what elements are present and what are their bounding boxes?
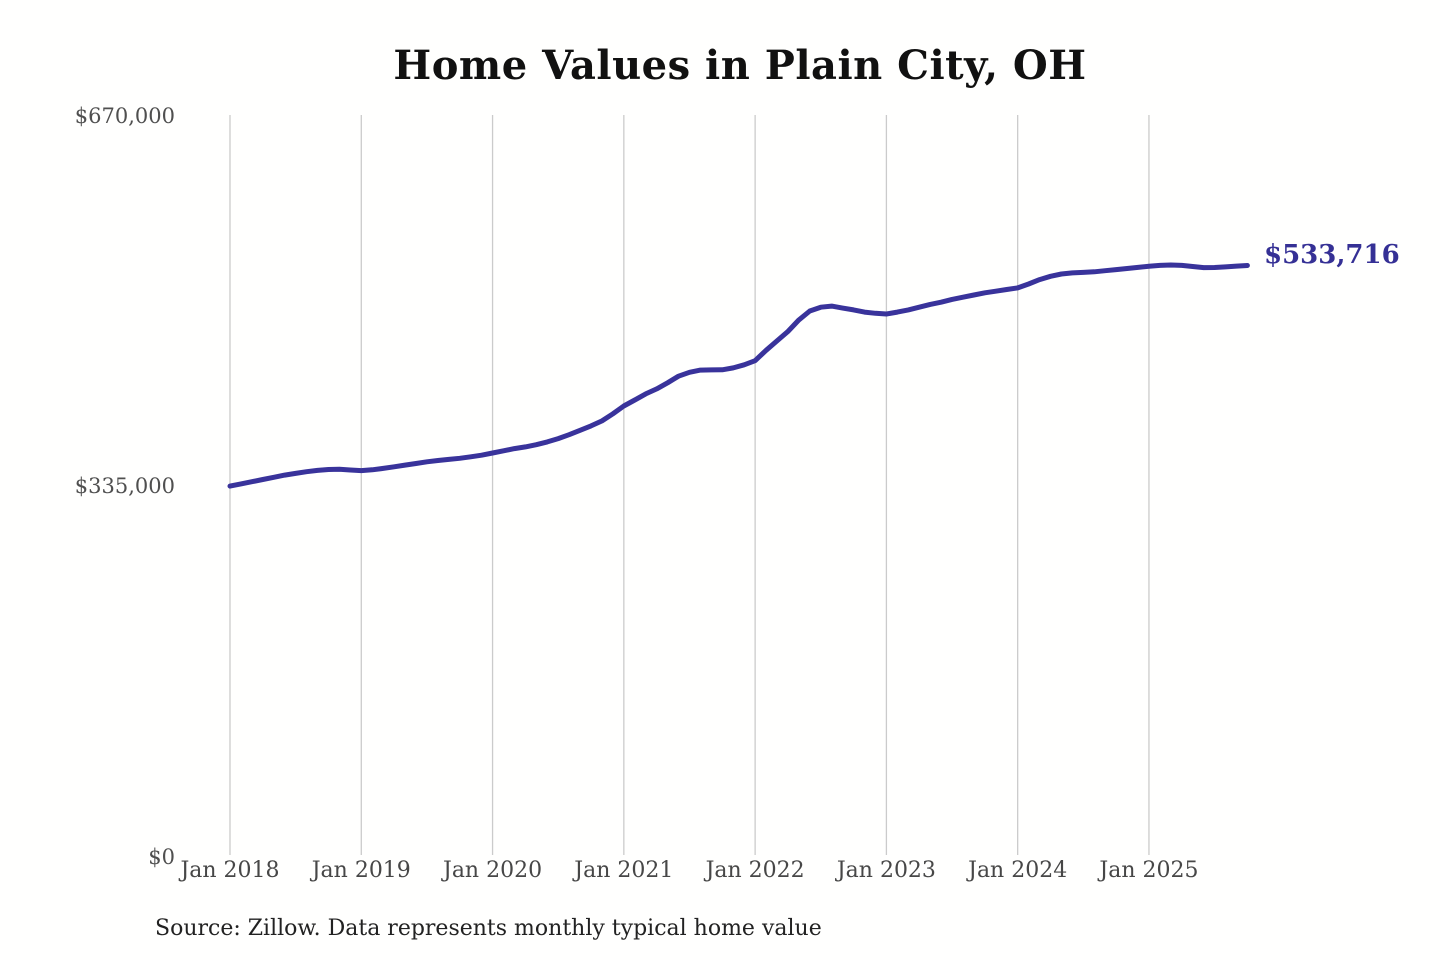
vertical-gridlines bbox=[229, 115, 1150, 855]
y-axis-tick-0: $0 bbox=[148, 845, 175, 869]
y-axis-tick-335000: $335,000 bbox=[74, 474, 175, 498]
x-axis-tick-jan-2022: Jan 2022 bbox=[705, 858, 805, 883]
x-axis-tick-jan-2018: Jan 2018 bbox=[180, 858, 280, 883]
x-axis-tick-jan-2025: Jan 2025 bbox=[1099, 858, 1199, 883]
x-axis-tick-jan-2024: Jan 2024 bbox=[968, 858, 1068, 883]
page-title: Home Values in Plain City, OH bbox=[393, 42, 1087, 89]
current-value-label: $533,716 bbox=[1264, 240, 1400, 270]
x-axis-tick-jan-2021: Jan 2021 bbox=[574, 858, 674, 883]
source-note: Source: Zillow. Data represents monthly … bbox=[155, 916, 822, 941]
x-axis-tick-jan-2023: Jan 2023 bbox=[836, 858, 936, 883]
x-axis-tick-jan-2020: Jan 2020 bbox=[443, 858, 543, 883]
home-value-line bbox=[227, 262, 1250, 489]
x-axis-tick-jan-2019: Jan 2019 bbox=[311, 858, 411, 883]
y-axis-tick-670000: $670,000 bbox=[74, 104, 175, 128]
